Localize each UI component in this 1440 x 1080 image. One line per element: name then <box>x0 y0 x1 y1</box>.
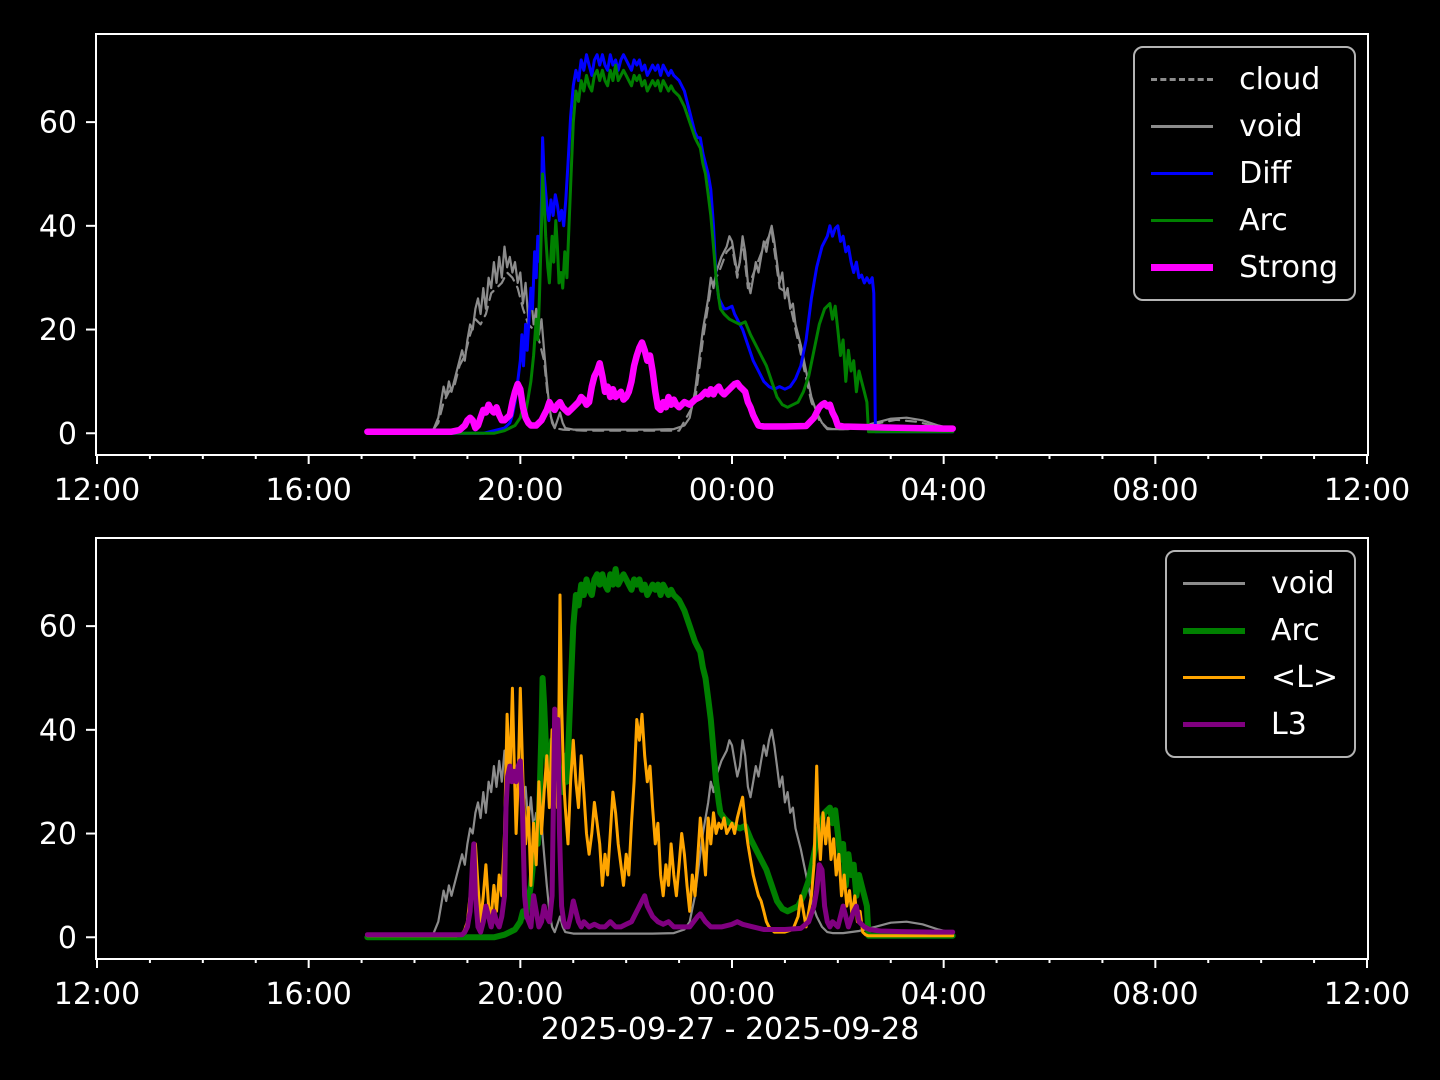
legend-entry: Strong <box>1151 244 1338 291</box>
legend-line-sample <box>1183 581 1245 586</box>
legend-label: Arc <box>1239 202 1288 238</box>
y-tick-label: 20 <box>39 817 77 852</box>
legend-line-sample <box>1183 722 1245 727</box>
x-tick-label: 00:00 <box>689 473 775 508</box>
y-tick-label: 40 <box>39 209 77 244</box>
legend-label: <L> <box>1271 659 1338 695</box>
series-line-Diff <box>365 53 955 435</box>
x-tick-label: 12:00 <box>1324 473 1410 508</box>
x-tick-label: 00:00 <box>689 977 775 1012</box>
series-line-<L> <box>365 593 955 938</box>
y-tick-label: 20 <box>39 313 77 348</box>
legend-entry: Arc <box>1183 607 1338 654</box>
legend-entry: Diff <box>1151 150 1338 197</box>
y-tick-label: 40 <box>39 713 77 748</box>
legend-entry: Arc <box>1151 197 1338 244</box>
legend-label: void <box>1239 108 1303 144</box>
legend-line-sample <box>1151 264 1214 271</box>
legend-entry: <L> <box>1183 654 1338 701</box>
x-tick-label: 08:00 <box>1112 473 1198 508</box>
bottom-plot-canvas: 12:00 16:00 20:00 00:00 04:00 08:00 12:00 0 20 40… <box>39 566 1410 1012</box>
series-line-Arc <box>365 63 955 435</box>
x-tick-label: 16:00 <box>265 473 351 508</box>
series-line-cloud <box>366 229 954 435</box>
y-tick-label: 0 <box>58 921 77 956</box>
x-tick-label: 08:00 <box>1112 977 1198 1012</box>
x-tick-label: 12:00 <box>54 473 140 508</box>
series-line-void <box>366 728 954 939</box>
x-tick-label: 20:00 <box>477 977 563 1012</box>
series-line-Strong <box>364 339 956 435</box>
y-tick-label: 60 <box>39 610 77 645</box>
x-tick-label: 04:00 <box>900 977 986 1012</box>
legend-entry: cloud <box>1151 56 1338 103</box>
legend-label: Arc <box>1271 612 1320 648</box>
x-tick-label: 20:00 <box>477 473 563 508</box>
legend-line-sample <box>1151 124 1214 129</box>
top-plot: 12:00 16:00 20:00 00:00 04:00 08:00 12:00 0 20 40… <box>39 33 1410 508</box>
top-legend: cloud void Diff Arc Strong <box>1133 46 1356 301</box>
legend-label: L3 <box>1271 706 1307 742</box>
legend-line-sample <box>1183 675 1245 680</box>
legend-line-sample <box>1151 171 1214 176</box>
y-tick-label: 0 <box>58 417 77 452</box>
legend-label: void <box>1271 565 1335 601</box>
legend-line-sample <box>1151 78 1214 81</box>
x-tick-label: 04:00 <box>900 473 986 508</box>
y-tick-label: 60 <box>39 106 77 141</box>
bottom-legend: void Arc <L> L3 <box>1165 550 1356 758</box>
legend-label: cloud <box>1239 61 1321 97</box>
legend-entry: L3 <box>1183 701 1338 748</box>
legend-entry: void <box>1183 560 1338 607</box>
series-line-L3 <box>364 706 956 938</box>
bottom-plot: 12:00 16:00 20:00 00:00 04:00 08:00 12:00 0 20 40… <box>39 537 1410 1012</box>
series-line-void <box>366 224 954 435</box>
x-tick-label: 12:00 <box>1324 977 1410 1012</box>
x-tick-label: 12:00 <box>54 977 140 1012</box>
legend-entry: void <box>1151 103 1338 150</box>
legend-line-sample <box>1151 218 1214 223</box>
legend-label: Diff <box>1239 155 1292 191</box>
x-tick-label: 16:00 <box>265 977 351 1012</box>
x-axis-label: 2025-09-27 - 2025-09-28 <box>540 1012 920 1047</box>
legend-line-sample <box>1183 627 1245 634</box>
legend-label: Strong <box>1239 249 1338 285</box>
top-plot-canvas: 12:00 16:00 20:00 00:00 04:00 08:00 12:00 0 20 40… <box>39 53 1410 508</box>
